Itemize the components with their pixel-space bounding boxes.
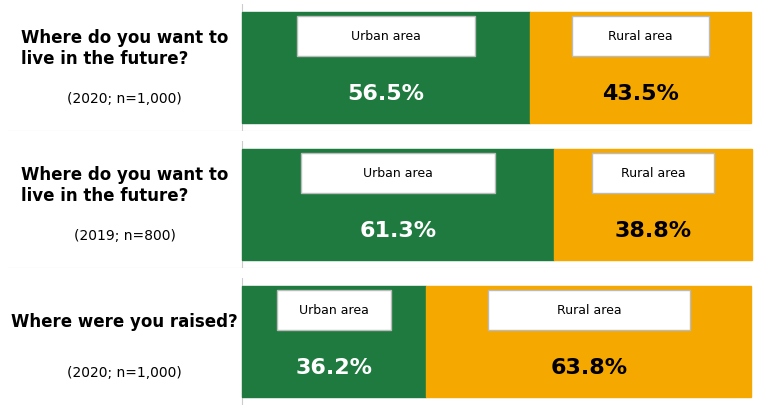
Text: 63.8%: 63.8% [550, 358, 628, 378]
Text: 61.3%: 61.3% [360, 221, 436, 241]
Text: Where do you want to
live in the future?: Where do you want to live in the future? [21, 29, 228, 68]
Text: (2020; n=1,000): (2020; n=1,000) [68, 92, 182, 106]
Text: Urban area: Urban area [299, 304, 369, 317]
Text: Rural area: Rural area [556, 304, 621, 317]
Text: Where were you raised?: Where were you raised? [11, 313, 238, 331]
FancyBboxPatch shape [488, 290, 690, 330]
FancyBboxPatch shape [572, 16, 710, 56]
Text: (2020; n=1,000): (2020; n=1,000) [68, 366, 182, 380]
Text: Urban area: Urban area [363, 167, 433, 180]
FancyBboxPatch shape [301, 153, 495, 193]
Text: 38.8%: 38.8% [615, 221, 691, 241]
Text: 56.5%: 56.5% [348, 84, 424, 104]
Text: Rural area: Rural area [608, 30, 673, 43]
FancyBboxPatch shape [277, 290, 392, 330]
Bar [242, 149, 554, 260]
Text: 43.5%: 43.5% [602, 84, 679, 104]
Bar [242, 285, 427, 397]
FancyBboxPatch shape [297, 16, 475, 56]
Bar [427, 285, 751, 397]
Bar [554, 149, 752, 260]
Text: 36.2%: 36.2% [295, 358, 373, 378]
Text: (2019; n=800): (2019; n=800) [74, 229, 175, 243]
Text: Where do you want to
live in the future?: Where do you want to live in the future? [21, 166, 228, 205]
Text: Urban area: Urban area [351, 30, 420, 43]
Text: Rural area: Rural area [621, 167, 685, 180]
FancyBboxPatch shape [592, 153, 714, 193]
Bar [530, 12, 751, 124]
Bar [242, 12, 530, 124]
